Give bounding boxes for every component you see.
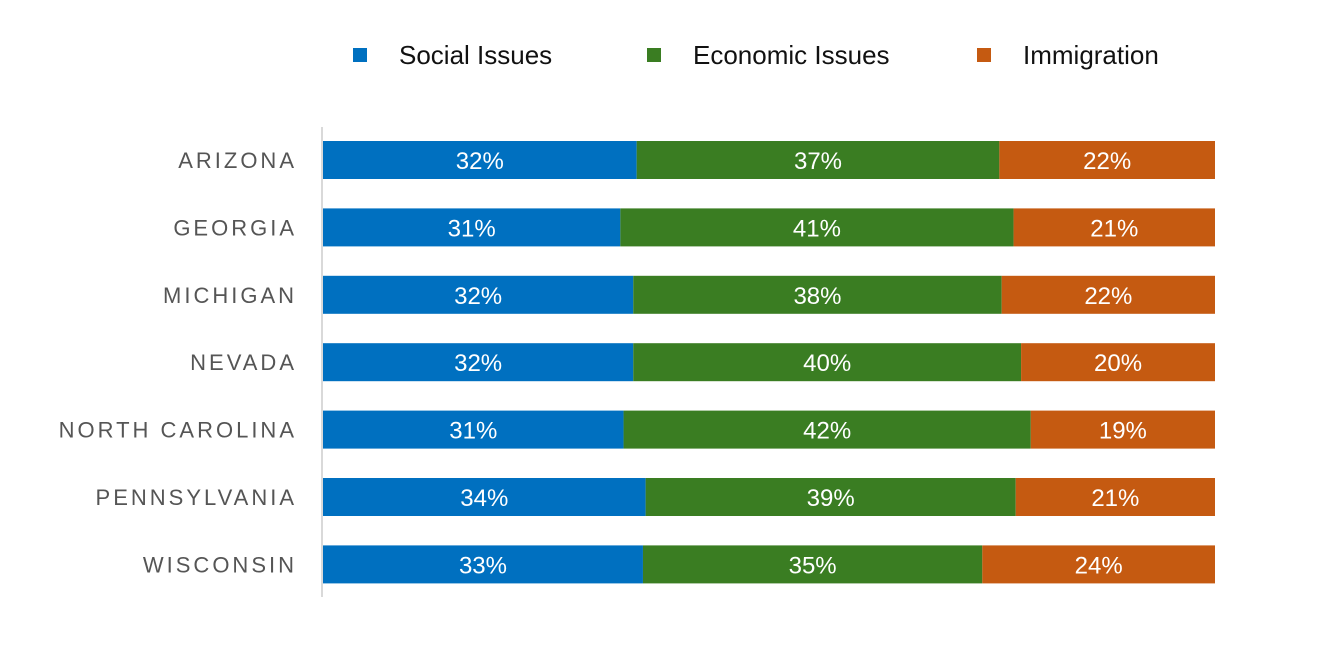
bar-segment-michigan-social-issues (323, 275, 634, 314)
bar-segment-pennsylvania-immigration (1015, 478, 1215, 516)
category-label-arizona: ARIZONA (178, 148, 297, 173)
bar-segment-wisconsin-immigration (982, 545, 1215, 584)
category-label-wisconsin: WISCONSIN (143, 552, 297, 577)
legend-swatch-immigration (977, 48, 991, 62)
bar-segment-north-carolina-immigration (1030, 410, 1215, 449)
data-label-georgia-social-issues: 31% (448, 215, 496, 242)
data-label-wisconsin-social-issues: 33% (459, 552, 507, 579)
bar-segment-wisconsin-social-issues (323, 545, 643, 584)
data-labels: 32% 37% 22% 31% 41% 21% 32% 38% 22% 32% 40% 20% 31% 4… (448, 148, 1147, 579)
bar-segment-arizona-social-issues (323, 141, 637, 179)
bar-segment-nevada-immigration (1021, 343, 1215, 382)
bar-segment-nevada-economic-issues (633, 343, 1022, 382)
data-label-michigan-economic-issues: 38% (793, 283, 841, 310)
data-label-georgia-economic-issues: 41% (793, 215, 841, 242)
data-label-arizona-economic-issues: 37% (794, 148, 842, 175)
data-label-michigan-social-issues: 32% (454, 283, 502, 310)
bar-segment-georgia-immigration (1013, 208, 1215, 247)
data-label-north-carolina-economic-issues: 42% (803, 418, 851, 445)
bar-segment-pennsylvania-social-issues (323, 478, 646, 516)
bar-segment-georgia-economic-issues (620, 208, 1014, 247)
legend-label-economic-issues: Economic Issues (693, 40, 890, 70)
bar-segment-north-carolina-economic-issues (623, 410, 1031, 449)
legend-label-social-issues: Social Issues (399, 40, 552, 70)
category-label-pennsylvania: PENNSYLVANIA (96, 485, 297, 510)
legend-swatch-social-issues (353, 48, 367, 62)
category-label-north-carolina: NORTH CAROLINA (59, 418, 297, 443)
legend-swatch-economic-issues (647, 48, 661, 62)
bar-segment-arizona-immigration (999, 141, 1215, 179)
bar-segment-north-carolina-social-issues (323, 410, 624, 449)
data-label-pennsylvania-immigration: 21% (1091, 485, 1139, 512)
data-label-pennsylvania-economic-issues: 39% (807, 485, 855, 512)
data-label-north-carolina-immigration: 19% (1099, 418, 1147, 445)
bar-segment-nevada-social-issues (323, 343, 634, 382)
data-label-wisconsin-immigration: 24% (1075, 552, 1123, 579)
category-label-nevada: NEVADA (190, 350, 297, 375)
category-label-michigan: MICHIGAN (163, 283, 297, 308)
category-labels: ARIZONA GEORGIA MICHIGAN NEVADA NORTH CAROLI… (59, 148, 297, 577)
bar-segment-michigan-economic-issues (633, 275, 1002, 314)
data-label-arizona-social-issues: 32% (456, 148, 504, 175)
data-label-nevada-social-issues: 32% (454, 350, 502, 377)
legend: Social Issues Economic Issues Immigration (353, 40, 1159, 70)
bar-segment-arizona-economic-issues (636, 141, 1000, 179)
bar-segment-georgia-social-issues (323, 208, 621, 247)
data-label-arizona-immigration: 22% (1083, 148, 1131, 175)
legend-label-immigration: Immigration (1023, 40, 1159, 70)
data-label-georgia-immigration: 21% (1090, 215, 1138, 242)
data-label-nevada-economic-issues: 40% (803, 350, 851, 377)
data-label-pennsylvania-social-issues: 34% (460, 485, 508, 512)
data-label-wisconsin-economic-issues: 35% (789, 552, 837, 579)
bars (323, 141, 1215, 584)
category-label-georgia: GEORGIA (173, 215, 297, 240)
bar-segment-michigan-immigration (1001, 275, 1215, 314)
data-label-nevada-immigration: 20% (1094, 350, 1142, 377)
data-label-north-carolina-social-issues: 31% (449, 418, 497, 445)
data-label-michigan-immigration: 22% (1084, 283, 1132, 310)
bar-segment-pennsylvania-economic-issues (645, 478, 1016, 516)
bar-segment-wisconsin-economic-issues (642, 545, 983, 584)
